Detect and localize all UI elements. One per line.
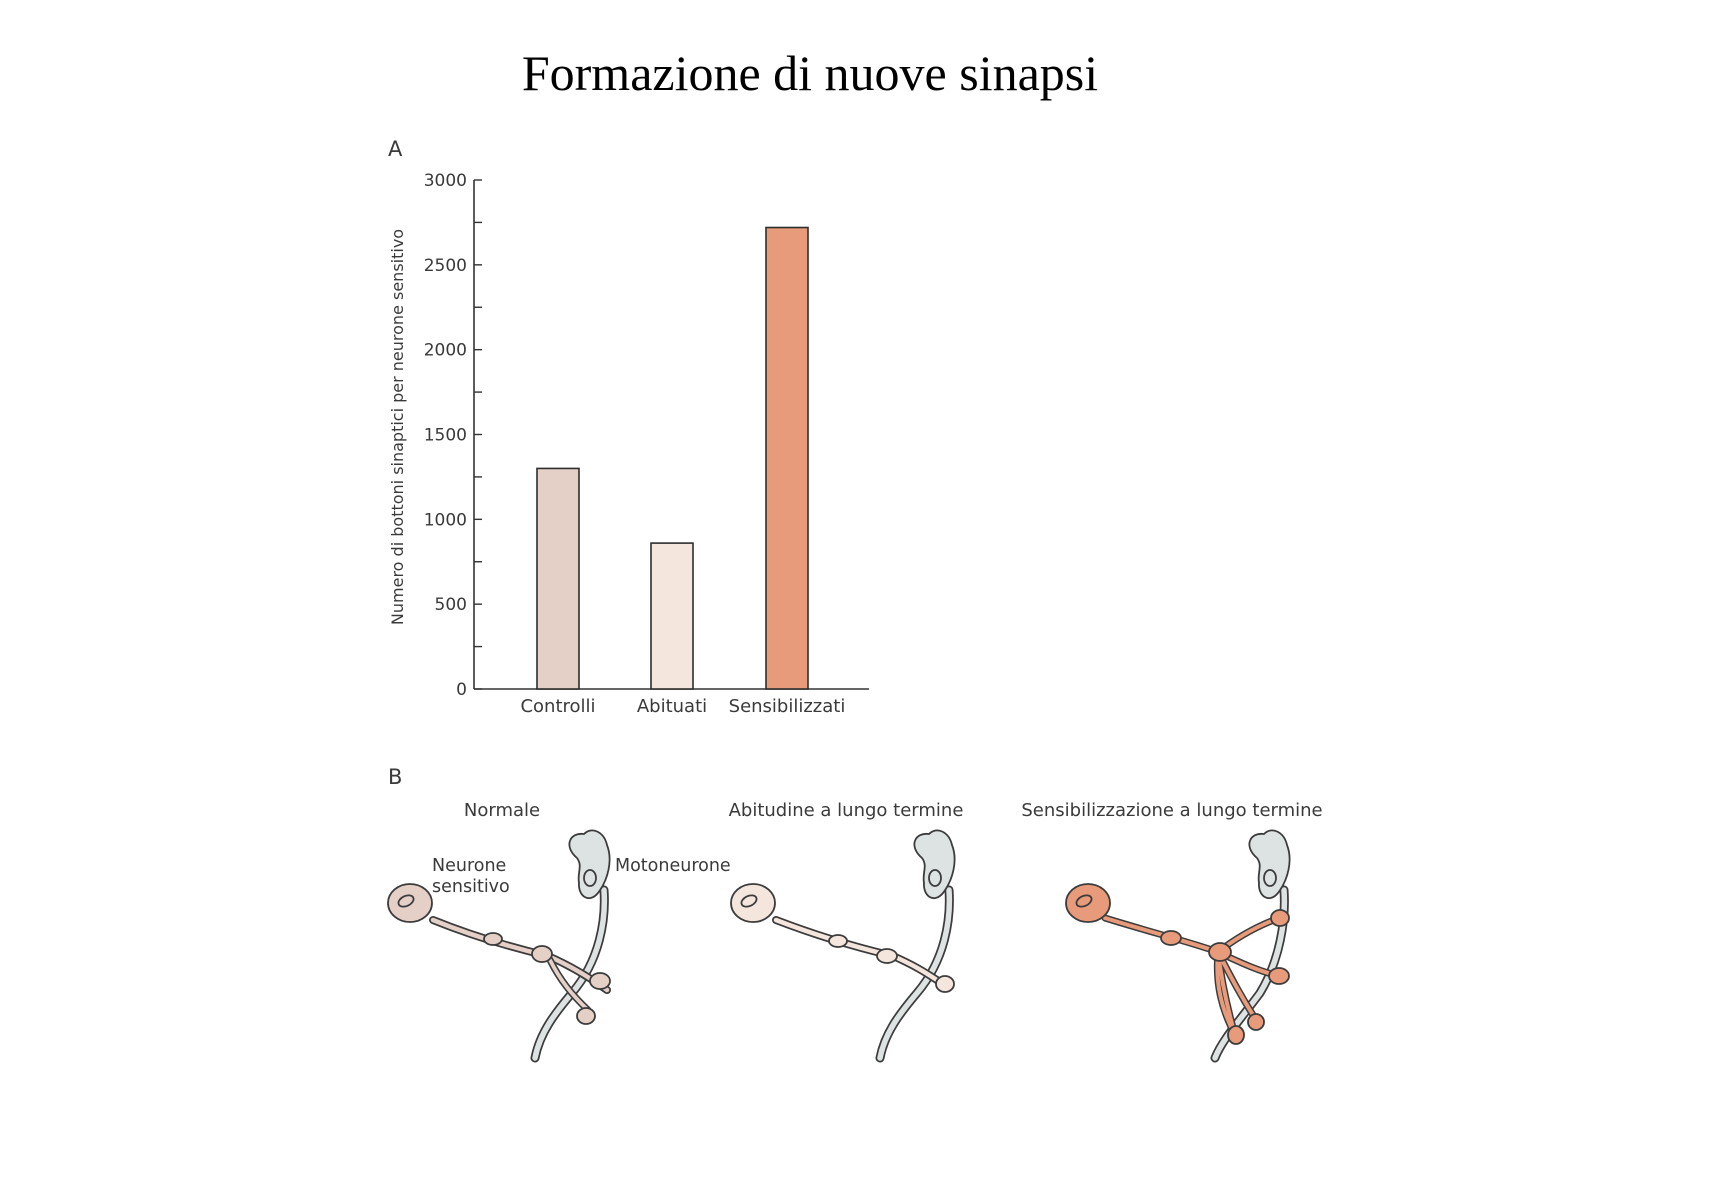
diagram-abitudine [730,829,956,1063]
varicosity [483,932,503,946]
varicosity [1160,930,1182,946]
y-tick-label: 0 [456,680,467,700]
label-motoneurone: Motoneurone [615,856,731,876]
motor-neuron [875,829,956,1063]
motor-soma [913,829,956,899]
sensory-neuron [730,883,955,993]
sensory-soma [387,883,433,923]
sensory-neuron [387,883,611,1025]
synaptic-bouton [589,972,611,990]
diagram-title-abitudine: Abitudine a lungo termine [729,800,964,821]
motor-neuron [530,829,611,1063]
diagram-title-sensibilizzazione: Sensibilizzazione a lungo termine [1021,800,1322,821]
varicosity [828,934,848,948]
varicosity [876,948,898,964]
bar-chart: Numero di bottoni sinaptici per neurone … [388,171,869,717]
motor-soma [568,829,611,899]
diagram-normale [387,829,611,1063]
category-labels: Controlli Abituati Sensibilizzati [520,696,845,717]
sensory-soma [1065,883,1111,923]
label-neurone: Neurone [432,856,506,876]
sensory-nucleus [397,894,415,908]
synaptic-bouton [1227,1025,1245,1045]
y-tick-label: 500 [435,595,467,615]
bar-sensibilizzati [765,226,809,690]
bar-controlli [536,467,580,690]
synaptic-bouton [1268,967,1290,985]
y-tick-label: 1000 [424,510,467,530]
motor-nucleus [928,869,942,887]
bars [536,226,809,690]
y-axis-label: Numero di bottoni sinaptici per neurone … [388,229,407,625]
panel-b-label: B [388,765,402,789]
sensory-nucleus [1075,894,1093,908]
y-tick-label: 2000 [424,341,467,361]
motor-nucleus [583,869,597,887]
label-sensitivo: sensitivo [432,877,510,897]
motor-nucleus [1263,869,1277,887]
motor-soma [1248,829,1291,899]
diagram-title-normale: Normale [464,800,540,821]
x-tick-label: Sensibilizzati [729,696,846,717]
synaptic-bouton [1247,1013,1265,1031]
synaptic-bouton [935,975,955,993]
sensory-neuron [1065,883,1290,1045]
y-tick-label: 3000 [424,171,467,191]
bar-abituati [650,542,694,690]
y-ticks: 0 500 1000 1500 2000 2500 3000 [424,171,482,700]
sensory-soma [730,883,776,923]
sensory-nucleus [740,894,758,908]
synaptic-bouton [576,1007,596,1025]
page-title: Formazione di nuove sinapsi [521,45,1099,101]
x-tick-label: Controlli [520,696,595,717]
panel-a-label: A [388,137,403,161]
x-tick-label: Abituati [637,696,707,717]
synaptic-bouton [1270,909,1290,927]
varicosity [531,945,553,963]
diagram-sensibilizzazione [1065,829,1291,1063]
y-tick-label: 1500 [424,426,467,446]
varicosity [1208,942,1232,962]
y-tick-label: 2500 [424,256,467,276]
